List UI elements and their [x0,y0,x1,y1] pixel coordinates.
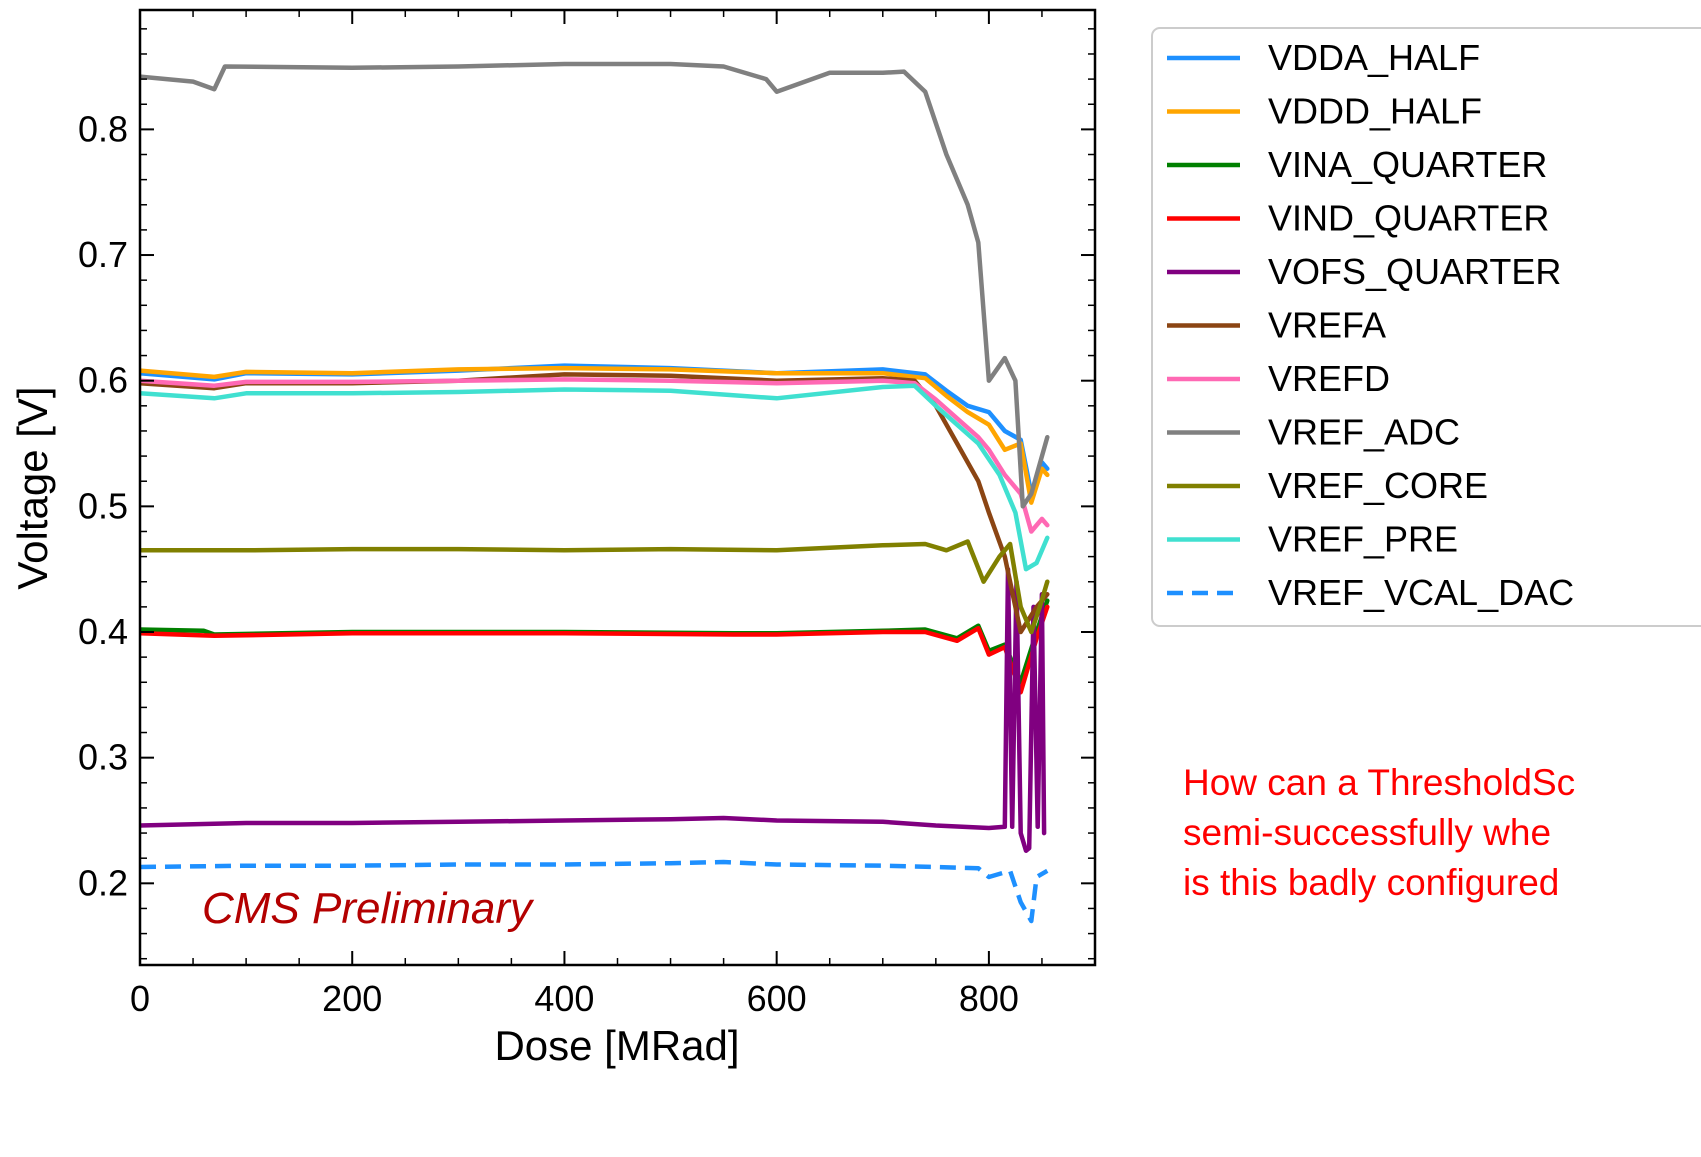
legend-label-vref-adc: VREF_ADC [1268,412,1460,453]
legend-label-vddd-half: VDDD_HALF [1268,91,1482,132]
x-tick-label: 200 [322,978,382,1019]
legend-label-vrefd: VREFD [1268,358,1390,399]
legend-label-vofs-quarter: VOFS_QUARTER [1268,251,1561,292]
legend-label-vrefa: VREFA [1268,305,1386,346]
legend-label-vina-quarter: VINA_QUARTER [1268,144,1547,185]
legend-label-vind-quarter: VIND_QUARTER [1268,198,1549,239]
x-axis-label: Dose [MRad] [494,1022,739,1069]
y-axis-label: Voltage [V] [9,386,56,589]
series-line-vref-adc [140,61,1050,509]
x-tick-label: 600 [747,978,807,1019]
series-line-vind-quarter [140,604,1050,695]
legend: VDDA_HALF VDDD_HALF VINA_QUARTER VIND_QUART… [1151,27,1701,627]
y-tick-label: 0.8 [78,108,128,149]
legend-label-vref-core: VREF_CORE [1268,465,1488,506]
annotation-note: How can a ThresholdSc semi-successfully … [1183,758,1701,908]
y-tick-label: 0.4 [78,611,128,652]
x-tick-label: 0 [130,978,150,1019]
legend-frame [1151,27,1701,627]
note-line-2: semi-successfully whe [1183,812,1552,853]
x-tick-label: 800 [959,978,1019,1019]
y-tick-label: 0.2 [78,862,128,903]
series-line-vrefd [140,377,1050,534]
note-line-3: is this badly configured [1183,862,1560,903]
y-tick-label: 0.6 [78,360,128,401]
series-line-vofs-quarter [140,566,1047,853]
series-line-vina-quarter [140,598,1050,685]
series-line-vref-core [140,539,1050,635]
cms-preliminary-watermark: CMS Preliminary [202,884,535,933]
series-line-vref-vcal-dac [140,859,1049,924]
y-tick-label: 0.7 [78,234,128,275]
x-tick-label: 400 [534,978,594,1019]
y-tick-label: 0.3 [78,737,128,778]
series-line-vref-pre [140,383,1050,572]
legend-label-vdda-half: VDDA_HALF [1268,37,1480,78]
legend-label-vref-vcal-dac: VREF_VCAL_DAC [1268,572,1574,613]
note-line-1: How can a ThresholdSc [1183,762,1576,803]
y-tick-label: 0.5 [78,485,128,526]
series-line-vrefa [140,372,1050,635]
legend-label-vref-pre: VREF_PRE [1268,519,1458,560]
series-line-vddd-half [140,365,1050,505]
